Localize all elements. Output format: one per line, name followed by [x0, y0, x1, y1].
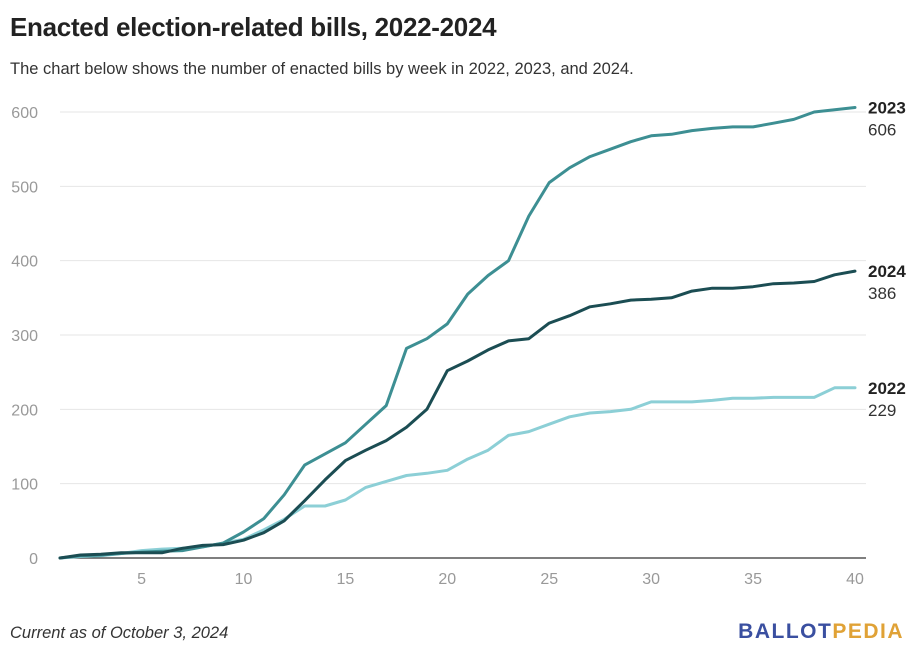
y-tick-label: 300	[11, 328, 38, 345]
logo-part-pedia: PEDIA	[832, 620, 904, 643]
series-value-2024: 386	[868, 284, 896, 303]
series-label-2023: 2023	[868, 99, 906, 118]
x-tick-label: 15	[336, 571, 354, 588]
series-line-2023	[58, 106, 857, 560]
y-tick-label: 0	[29, 551, 38, 568]
x-tick-label: 40	[846, 571, 864, 588]
x-tick-label: 30	[642, 571, 660, 588]
y-tick-label: 100	[11, 477, 38, 494]
chart-subtitle: The chart below shows the number of enac…	[10, 60, 634, 78]
ballotpedia-logo: BALLOTPEDIA	[738, 620, 904, 644]
series-line-2024	[58, 269, 857, 560]
x-tick-label: 10	[235, 571, 253, 588]
footnote: Current as of October 3, 2024	[10, 624, 229, 642]
logo-part-ballot: BALLOT	[738, 620, 833, 643]
y-tick-label: 500	[11, 179, 38, 196]
series-line-2022	[58, 386, 857, 560]
x-tick-label: 35	[744, 571, 762, 588]
line-chart: 0 100 200 300 400 500 600 5 10 15 20 25 30 35 40 2023 60…	[11, 99, 906, 588]
y-tick-label: 200	[11, 402, 38, 419]
x-tick-label: 20	[438, 571, 456, 588]
series-label-2024: 2024	[868, 262, 906, 281]
series-value-2023: 606	[868, 121, 896, 140]
y-tick-label: 600	[11, 105, 38, 122]
x-tick-label: 25	[540, 571, 558, 588]
y-tick-label: 400	[11, 254, 38, 271]
series-value-2022: 229	[868, 401, 896, 420]
chart-title: Enacted election-related bills, 2022-202…	[10, 12, 497, 42]
x-tick-label: 5	[137, 571, 146, 588]
series-label-2022: 2022	[868, 379, 906, 398]
